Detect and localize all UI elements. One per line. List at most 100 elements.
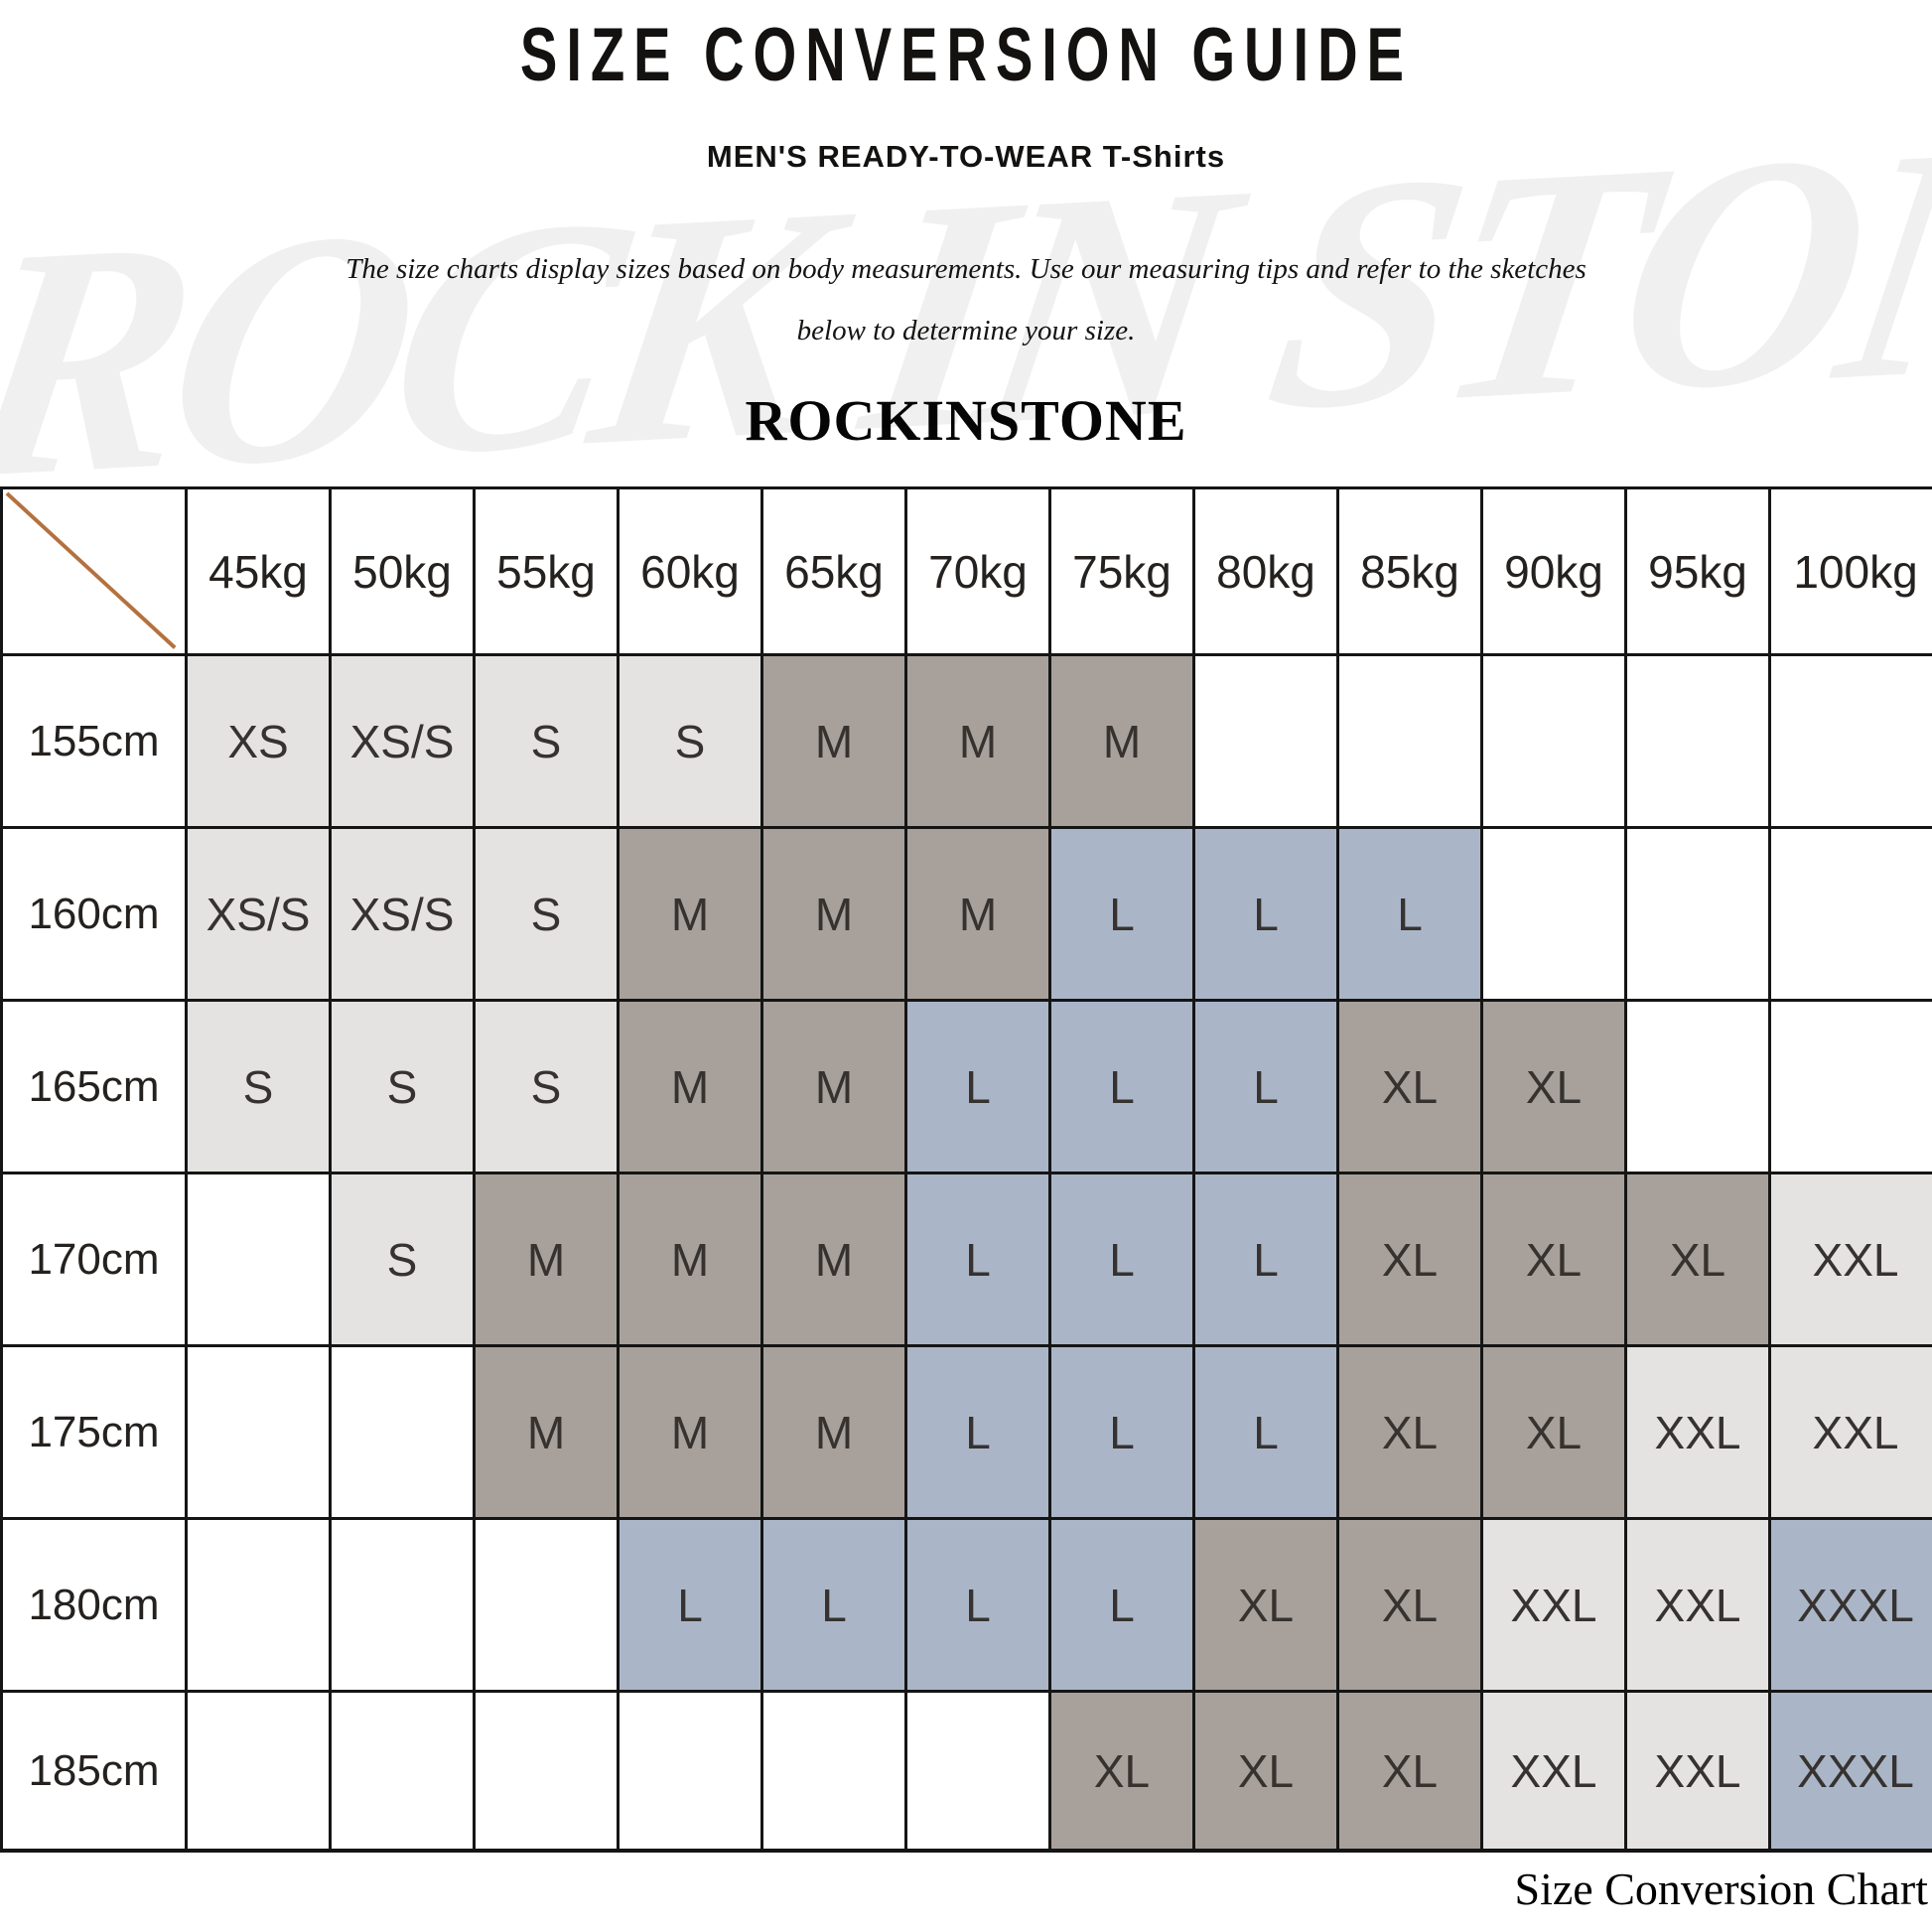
size-cell-185cm-55kg bbox=[473, 1690, 620, 1853]
size-cell-165cm-70kg: L bbox=[904, 999, 1051, 1175]
weight-header-85kg: 85kg bbox=[1336, 485, 1483, 657]
corner-cell bbox=[0, 485, 188, 657]
weight-header-90kg: 90kg bbox=[1480, 485, 1627, 657]
size-cell-180cm-50kg bbox=[329, 1517, 476, 1694]
page-title: SIZE CONVERSION GUIDE bbox=[519, 13, 1413, 97]
height-label-185cm: 185cm bbox=[0, 1690, 188, 1853]
weight-header-45kg: 45kg bbox=[185, 485, 332, 657]
size-chart-description: The size charts display sizes based on b… bbox=[0, 238, 1932, 361]
size-cell-180cm-85kg: XL bbox=[1336, 1517, 1483, 1694]
weight-header-55kg: 55kg bbox=[473, 485, 620, 657]
size-cell-165cm-95kg bbox=[1624, 999, 1771, 1175]
size-cell-155cm-60kg: S bbox=[617, 653, 763, 830]
size-cell-185cm-65kg bbox=[760, 1690, 907, 1853]
height-label-165cm: 165cm bbox=[0, 999, 188, 1175]
height-label-170cm: 170cm bbox=[0, 1172, 188, 1348]
size-cell-160cm-80kg: L bbox=[1192, 826, 1339, 1003]
table-row-180cm: 180cm L L L L XL XL XXL XXL XXXL bbox=[0, 1517, 1932, 1694]
height-label-175cm: 175cm bbox=[0, 1344, 188, 1521]
table-row-165cm: 165cm S S S M M L L L XL XL bbox=[0, 999, 1932, 1175]
size-cell-180cm-95kg: XXL bbox=[1624, 1517, 1771, 1694]
size-cell-160cm-60kg: M bbox=[617, 826, 763, 1003]
size-cell-165cm-85kg: XL bbox=[1336, 999, 1483, 1175]
size-cell-160cm-100kg bbox=[1768, 826, 1932, 1003]
table-row-175cm: 175cm M M M L L L XL XL XXL XXL bbox=[0, 1344, 1932, 1521]
size-cell-155cm-70kg: M bbox=[904, 653, 1051, 830]
size-cell-185cm-80kg: XL bbox=[1192, 1690, 1339, 1853]
weight-header-80kg: 80kg bbox=[1192, 485, 1339, 657]
description-line-2: below to determine your size. bbox=[796, 314, 1136, 346]
size-cell-185cm-60kg bbox=[617, 1690, 763, 1853]
weight-header-50kg: 50kg bbox=[329, 485, 476, 657]
size-cell-170cm-45kg bbox=[185, 1172, 332, 1348]
size-cell-175cm-60kg: M bbox=[617, 1344, 763, 1521]
size-cell-160cm-75kg: L bbox=[1048, 826, 1195, 1003]
size-conversion-table-wrap: 45kg 50kg 55kg 60kg 65kg 70kg 75kg 80kg 85kg 90kg… bbox=[0, 485, 1932, 1853]
size-cell-155cm-80kg bbox=[1192, 653, 1339, 830]
size-cell-175cm-45kg bbox=[185, 1344, 332, 1521]
size-cell-170cm-65kg: M bbox=[760, 1172, 907, 1348]
size-cell-155cm-65kg: M bbox=[760, 653, 907, 830]
weight-header-row: 45kg 50kg 55kg 60kg 65kg 70kg 75kg 80kg 85kg 90kg… bbox=[0, 485, 1932, 657]
size-cell-165cm-45kg: S bbox=[185, 999, 332, 1175]
height-label-160cm: 160cm bbox=[0, 826, 188, 1003]
size-cell-175cm-70kg: L bbox=[904, 1344, 1051, 1521]
weight-header-75kg: 75kg bbox=[1048, 485, 1195, 657]
size-cell-175cm-55kg: M bbox=[473, 1344, 620, 1521]
size-cell-180cm-100kg: XXXL bbox=[1768, 1517, 1932, 1694]
size-cell-160cm-65kg: M bbox=[760, 826, 907, 1003]
page-subtitle: MEN'S READY-TO-WEAR T-Shirts bbox=[706, 138, 1226, 174]
table-row-170cm: 170cm S M M M L L L XL XL XL XXL bbox=[0, 1172, 1932, 1348]
size-cell-155cm-95kg bbox=[1624, 653, 1771, 830]
chart-caption: Size Conversion Chart bbox=[1514, 1863, 1929, 1914]
size-cell-180cm-60kg: L bbox=[617, 1517, 763, 1694]
height-label-180cm: 180cm bbox=[0, 1517, 188, 1694]
size-cell-185cm-75kg: XL bbox=[1048, 1690, 1195, 1853]
size-cell-185cm-95kg: XXL bbox=[1624, 1690, 1771, 1853]
brand-name: ROCKINSTONE bbox=[745, 387, 1187, 453]
size-cell-180cm-55kg bbox=[473, 1517, 620, 1694]
size-cell-160cm-50kg: XS/S bbox=[329, 826, 476, 1003]
size-cell-155cm-45kg: XS bbox=[185, 653, 332, 830]
size-cell-165cm-65kg: M bbox=[760, 999, 907, 1175]
size-cell-180cm-70kg: L bbox=[904, 1517, 1051, 1694]
size-cell-170cm-100kg: XXL bbox=[1768, 1172, 1932, 1348]
size-cell-170cm-60kg: M bbox=[617, 1172, 763, 1348]
size-cell-185cm-50kg bbox=[329, 1690, 476, 1853]
size-cell-165cm-90kg: XL bbox=[1480, 999, 1627, 1175]
size-cell-170cm-85kg: XL bbox=[1336, 1172, 1483, 1348]
weight-header-95kg: 95kg bbox=[1624, 485, 1771, 657]
weight-header-60kg: 60kg bbox=[617, 485, 763, 657]
size-cell-165cm-75kg: L bbox=[1048, 999, 1195, 1175]
size-cell-165cm-50kg: S bbox=[329, 999, 476, 1175]
description-line-1: The size charts display sizes based on b… bbox=[345, 252, 1587, 285]
diagonal-line-icon bbox=[5, 491, 177, 649]
size-cell-175cm-75kg: L bbox=[1048, 1344, 1195, 1521]
size-cell-155cm-100kg bbox=[1768, 653, 1932, 830]
size-cell-155cm-90kg bbox=[1480, 653, 1627, 830]
size-cell-170cm-95kg: XL bbox=[1624, 1172, 1771, 1348]
size-cell-170cm-80kg: L bbox=[1192, 1172, 1339, 1348]
table-row-160cm: 160cm XS/S XS/S S M M M L L L bbox=[0, 826, 1932, 1003]
size-cell-155cm-55kg: S bbox=[473, 653, 620, 830]
size-cell-160cm-85kg: L bbox=[1336, 826, 1483, 1003]
size-cell-165cm-55kg: S bbox=[473, 999, 620, 1175]
size-cell-185cm-45kg bbox=[185, 1690, 332, 1853]
weight-header-65kg: 65kg bbox=[760, 485, 907, 657]
table-row-185cm: 185cm XL XL XL XXL XXL XXXL bbox=[0, 1690, 1932, 1853]
size-cell-180cm-65kg: L bbox=[760, 1517, 907, 1694]
size-cell-160cm-95kg bbox=[1624, 826, 1771, 1003]
size-cell-165cm-60kg: M bbox=[617, 999, 763, 1175]
size-cell-180cm-45kg bbox=[185, 1517, 332, 1694]
size-cell-170cm-55kg: M bbox=[473, 1172, 620, 1348]
size-cell-160cm-45kg: XS/S bbox=[185, 826, 332, 1003]
size-cell-175cm-95kg: XXL bbox=[1624, 1344, 1771, 1521]
size-cell-175cm-50kg bbox=[329, 1344, 476, 1521]
weight-header-100kg: 100kg bbox=[1768, 485, 1932, 657]
size-cell-185cm-70kg bbox=[904, 1690, 1051, 1853]
size-cell-170cm-75kg: L bbox=[1048, 1172, 1195, 1348]
size-cell-185cm-90kg: XXL bbox=[1480, 1690, 1627, 1853]
size-cell-175cm-80kg: L bbox=[1192, 1344, 1339, 1521]
size-cell-175cm-90kg: XL bbox=[1480, 1344, 1627, 1521]
height-label-155cm: 155cm bbox=[0, 653, 188, 830]
